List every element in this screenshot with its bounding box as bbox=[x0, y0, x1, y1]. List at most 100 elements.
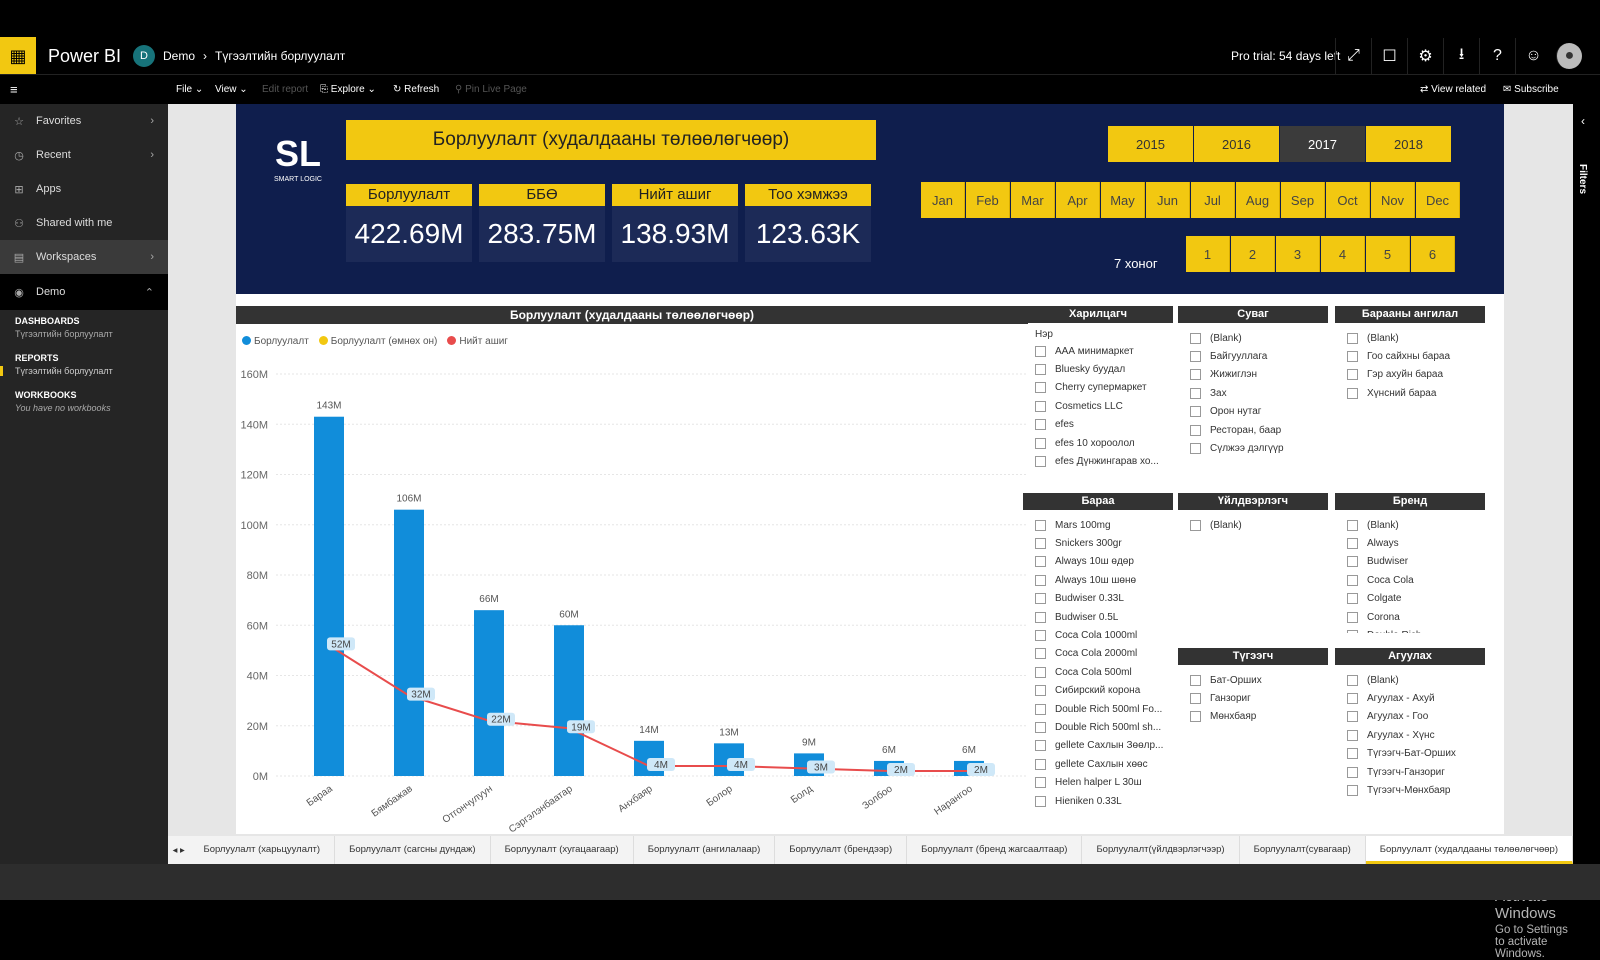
slicer-option[interactable]: Snickers 300gr bbox=[1023, 534, 1173, 552]
checkbox[interactable] bbox=[1190, 351, 1201, 363]
slicer-option[interactable]: Cherry супермаркет bbox=[1023, 379, 1173, 397]
year-button-2016[interactable]: 2016 bbox=[1194, 126, 1279, 162]
month-button-may[interactable]: May bbox=[1101, 182, 1145, 218]
checkbox[interactable] bbox=[1035, 538, 1046, 550]
legend-item[interactable]: Нийт ашиг bbox=[447, 336, 508, 347]
slicer-option[interactable]: Түгээгч-Мөнхбаяр bbox=[1335, 781, 1485, 799]
checkbox[interactable] bbox=[1347, 351, 1358, 363]
trial-status[interactable]: Pro trial: 54 days left bbox=[1231, 49, 1341, 63]
edit-report-button[interactable]: Edit report bbox=[262, 84, 309, 95]
download-icon[interactable]: ⭳ bbox=[1443, 38, 1479, 74]
slicer-option[interactable]: Орон нутаг bbox=[1178, 403, 1328, 421]
week-button-6[interactable]: 6 bbox=[1411, 236, 1455, 272]
slicer-option[interactable]: Coca Cola 2000ml bbox=[1023, 645, 1173, 663]
checkbox[interactable] bbox=[1347, 519, 1358, 531]
checkbox[interactable] bbox=[1035, 574, 1046, 586]
checkbox[interactable] bbox=[1347, 693, 1358, 705]
checkbox[interactable] bbox=[1035, 519, 1046, 531]
nav-recent[interactable]: ◷ Recent › bbox=[0, 138, 168, 172]
week-button-5[interactable]: 5 bbox=[1366, 236, 1410, 272]
slicer-option[interactable]: Ганзориг bbox=[1178, 689, 1328, 707]
checkbox[interactable] bbox=[1035, 777, 1046, 789]
checkbox[interactable] bbox=[1190, 424, 1201, 436]
slicer-option[interactable]: Түгээгч-Ганзориг bbox=[1335, 763, 1485, 781]
checkbox[interactable] bbox=[1035, 648, 1046, 660]
filters-pane[interactable]: ‹ Filters bbox=[1573, 104, 1600, 864]
slicer-option[interactable]: Хүнсний бараа bbox=[1335, 384, 1485, 402]
page-tab[interactable]: Борлуулалт (брендээр) bbox=[775, 836, 908, 864]
slicer-option[interactable]: Сибирский корона bbox=[1023, 682, 1173, 700]
slicer-option[interactable]: Түгээгч-Бат-Орших bbox=[1335, 745, 1485, 763]
slicer-option[interactable]: efes Дүнжингарав хо... bbox=[1023, 452, 1173, 470]
checkbox[interactable] bbox=[1347, 538, 1358, 550]
checkbox[interactable] bbox=[1190, 693, 1201, 705]
slicer-option[interactable]: Always 10ш өдөр bbox=[1023, 553, 1173, 571]
checkbox[interactable] bbox=[1035, 456, 1046, 468]
slicer-option[interactable]: Budwiser bbox=[1335, 553, 1485, 571]
comment-icon[interactable]: ☐ bbox=[1371, 38, 1407, 74]
checkbox[interactable] bbox=[1347, 593, 1358, 605]
hamburger-menu-icon[interactable]: ≡ bbox=[10, 82, 18, 97]
slicer-option[interactable]: gellete Сахлын Зөөлр... bbox=[1023, 737, 1173, 755]
legend-item[interactable]: Борлуулалт bbox=[242, 336, 309, 347]
slicer-option[interactable]: Colgate bbox=[1335, 590, 1485, 608]
month-button-jun[interactable]: Jun bbox=[1146, 182, 1190, 218]
week-button-1[interactable]: 1 bbox=[1186, 236, 1230, 272]
checkbox[interactable] bbox=[1347, 556, 1358, 568]
checkbox[interactable] bbox=[1035, 666, 1046, 678]
checkbox[interactable] bbox=[1035, 382, 1046, 394]
month-button-oct[interactable]: Oct bbox=[1326, 182, 1370, 218]
checkbox[interactable] bbox=[1347, 574, 1358, 586]
checkbox[interactable] bbox=[1347, 369, 1358, 381]
checkbox[interactable] bbox=[1347, 748, 1358, 760]
feedback-smiley-icon[interactable]: ☺ bbox=[1515, 38, 1551, 74]
month-button-dec[interactable]: Dec bbox=[1416, 182, 1460, 218]
breadcrumb-workspace[interactable]: Demo bbox=[163, 49, 196, 63]
view-related-button[interactable]: ⇄ View related bbox=[1420, 84, 1487, 95]
week-button-4[interactable]: 4 bbox=[1321, 236, 1365, 272]
slicer-option[interactable]: Coca Cola bbox=[1335, 571, 1485, 589]
slicer-option[interactable]: Гэр ахуйн бараа bbox=[1335, 366, 1485, 384]
month-button-sep[interactable]: Sep bbox=[1281, 182, 1325, 218]
help-icon[interactable]: ? bbox=[1479, 38, 1515, 74]
page-tab[interactable]: Борлуулалт (бренд жагсаалтаар) bbox=[907, 836, 1083, 864]
slicer-option[interactable]: Helen halper L 30ш bbox=[1023, 773, 1173, 791]
checkbox[interactable] bbox=[1347, 711, 1358, 723]
checkbox[interactable] bbox=[1035, 419, 1046, 431]
view-menu[interactable]: View ⌄ bbox=[215, 84, 248, 95]
month-button-jul[interactable]: Jul bbox=[1191, 182, 1235, 218]
checkbox[interactable] bbox=[1190, 406, 1201, 418]
checkbox[interactable] bbox=[1190, 519, 1201, 531]
slicer-option[interactable]: Corona bbox=[1335, 608, 1485, 626]
checkbox[interactable] bbox=[1190, 369, 1201, 381]
week-button-2[interactable]: 2 bbox=[1231, 236, 1275, 272]
checkbox[interactable] bbox=[1190, 711, 1201, 723]
app-launcher-icon[interactable]: ▦ bbox=[0, 37, 36, 75]
slicer-option[interactable]: Double Rich 500ml Fo... bbox=[1023, 700, 1173, 718]
report-item[interactable]: Түгээлтийн борлуулалт bbox=[0, 366, 168, 376]
year-button-2018[interactable]: 2018 bbox=[1366, 126, 1451, 162]
checkbox[interactable] bbox=[1035, 556, 1046, 568]
slicer-option[interactable]: Агуулах - Ахуй bbox=[1335, 689, 1485, 707]
slicer-option[interactable]: Агуулах - Хүнс bbox=[1335, 726, 1485, 744]
refresh-button[interactable]: ↻ Refresh bbox=[393, 84, 440, 95]
pin-live-page-button[interactable]: ⚲ Pin Live Page bbox=[455, 84, 527, 95]
month-button-nov[interactable]: Nov bbox=[1371, 182, 1415, 218]
gear-icon[interactable]: ⚙ bbox=[1407, 38, 1443, 74]
nav-favorites[interactable]: ☆ Favorites › bbox=[0, 104, 168, 138]
year-button-2015[interactable]: 2015 bbox=[1108, 126, 1193, 162]
page-tab[interactable]: Борлуулалт(сувагаар) bbox=[1240, 836, 1366, 864]
nav-apps[interactable]: ⊞ Apps bbox=[0, 172, 168, 206]
checkbox[interactable] bbox=[1035, 345, 1046, 357]
page-tab[interactable]: Борлуулалт (сагсны дундаж) bbox=[335, 836, 491, 864]
slicer-option[interactable]: Мөнхбаяр bbox=[1178, 708, 1328, 726]
checkbox[interactable] bbox=[1035, 593, 1046, 605]
slicer-option[interactable]: Double Rich 500ml sh... bbox=[1023, 718, 1173, 736]
checkbox[interactable] bbox=[1347, 729, 1358, 741]
month-button-apr[interactable]: Apr bbox=[1056, 182, 1100, 218]
checkbox[interactable] bbox=[1347, 332, 1358, 344]
dashboard-item[interactable]: Түгээлтийн борлуулалт bbox=[15, 329, 113, 339]
checkbox[interactable] bbox=[1035, 721, 1046, 733]
checkbox[interactable] bbox=[1035, 758, 1046, 770]
app-title[interactable]: Power BI bbox=[48, 46, 122, 66]
